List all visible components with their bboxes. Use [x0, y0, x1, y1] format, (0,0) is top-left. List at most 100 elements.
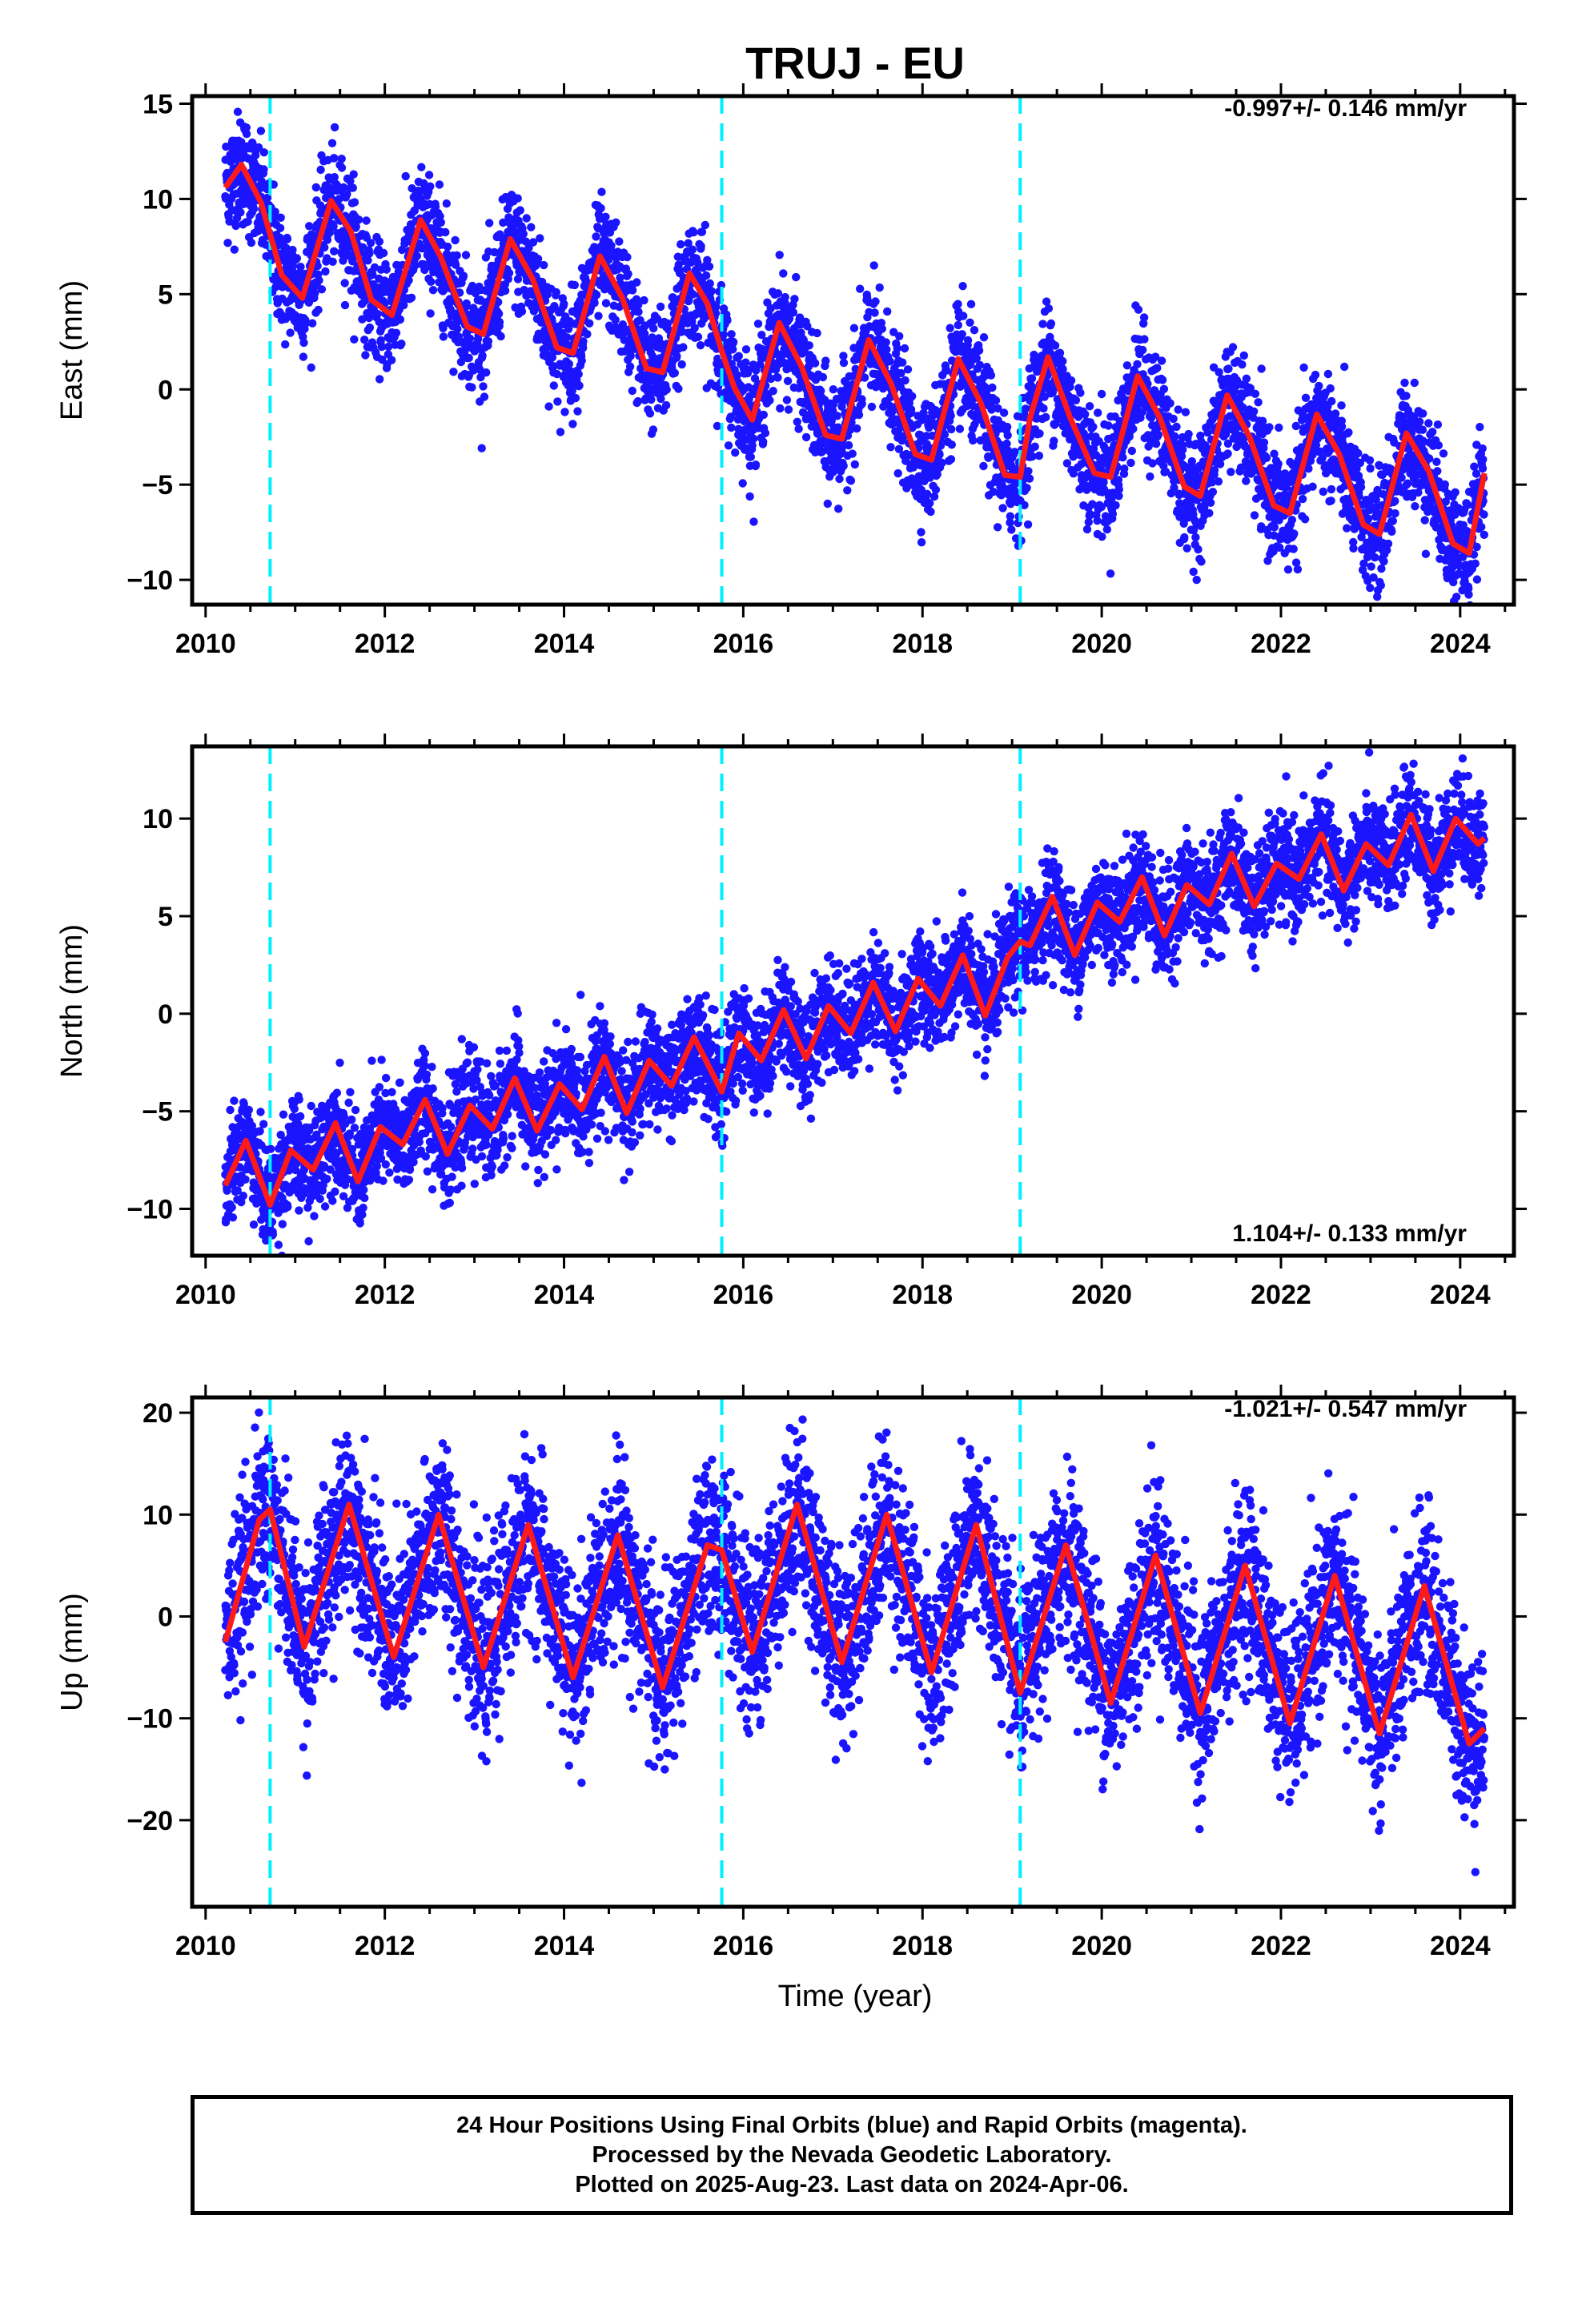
data-point [634, 308, 643, 316]
data-point [789, 308, 798, 317]
data-point [1055, 348, 1065, 357]
data-point [765, 396, 774, 405]
data-point [689, 290, 697, 299]
data-point [552, 287, 560, 297]
data-point [734, 352, 743, 360]
data-point [813, 328, 821, 338]
data-point [461, 251, 471, 259]
data-point [782, 396, 792, 404]
data-point [632, 278, 641, 287]
data-point [601, 212, 610, 221]
data-point [340, 300, 350, 310]
data-point [443, 242, 452, 251]
data-point [296, 263, 305, 271]
data-point [259, 148, 268, 157]
data-point [451, 235, 460, 245]
data-point [1157, 356, 1166, 365]
data-point [974, 346, 984, 355]
data-point [1367, 562, 1375, 571]
data-point [648, 425, 658, 434]
data-point [625, 362, 635, 371]
data-point [494, 309, 504, 318]
data-point [1025, 474, 1034, 483]
data-point [1081, 410, 1090, 419]
data-point [358, 315, 367, 324]
data-point [1365, 456, 1375, 464]
data-point [521, 237, 530, 246]
data-point [727, 423, 736, 432]
data-point [536, 234, 544, 243]
data-point [999, 408, 1009, 417]
data-point [1337, 401, 1346, 410]
data-point [564, 360, 573, 368]
data-point [1003, 431, 1012, 440]
data-point [315, 275, 323, 285]
data-point [923, 489, 932, 499]
data-point [1158, 376, 1167, 384]
data-point [688, 245, 697, 254]
data-point [340, 279, 349, 287]
data-point [1326, 384, 1335, 393]
data-point [465, 334, 475, 343]
data-point [384, 342, 393, 352]
data-point [484, 337, 493, 346]
data-point [696, 341, 705, 350]
data-point [783, 376, 793, 385]
data-point [954, 320, 963, 330]
data-point [701, 271, 711, 280]
data-point [485, 219, 494, 227]
data-point [375, 237, 384, 246]
data-point [959, 312, 968, 320]
data-point [1205, 509, 1214, 517]
data-point [1089, 422, 1098, 432]
data-point [513, 275, 523, 283]
data-point [1071, 396, 1081, 404]
data-point [407, 293, 416, 302]
data-point [311, 289, 319, 298]
data-point [1151, 440, 1161, 448]
data-point [500, 286, 510, 296]
data-point [1308, 482, 1317, 491]
data-point [801, 432, 811, 442]
data-point [231, 221, 240, 231]
data-point [1039, 404, 1048, 413]
data-point [1006, 512, 1015, 521]
data-point [1402, 392, 1411, 400]
data-point [839, 358, 849, 368]
data-point [330, 154, 339, 163]
data-point [307, 363, 315, 372]
data-point [328, 257, 337, 266]
data-point [885, 357, 894, 366]
data-point [1274, 460, 1283, 468]
data-point [883, 307, 892, 316]
data-point [601, 299, 611, 308]
data-point [1035, 429, 1044, 438]
data-point [634, 300, 643, 309]
data-point [839, 461, 848, 470]
data-point [459, 271, 468, 280]
data-point [776, 404, 785, 413]
data-point [1377, 564, 1386, 573]
data-point [1111, 501, 1120, 510]
data-point [1138, 345, 1147, 355]
data-point [707, 287, 716, 296]
data-point [893, 344, 902, 353]
data-point [656, 302, 665, 312]
data-point [759, 437, 768, 446]
data-point [327, 139, 337, 147]
data-point [365, 249, 374, 258]
data-point [1129, 424, 1138, 433]
data-point [1082, 525, 1092, 534]
data-point [330, 123, 339, 132]
data-point [979, 333, 989, 342]
data-point [773, 373, 782, 382]
data-point [528, 238, 538, 247]
data-point [435, 180, 444, 189]
data-point [499, 218, 508, 227]
data-point [401, 171, 410, 181]
data-point [946, 324, 954, 332]
data-point [1242, 374, 1251, 383]
data-point [1337, 422, 1347, 431]
data-point [946, 411, 955, 420]
data-point [649, 324, 658, 333]
